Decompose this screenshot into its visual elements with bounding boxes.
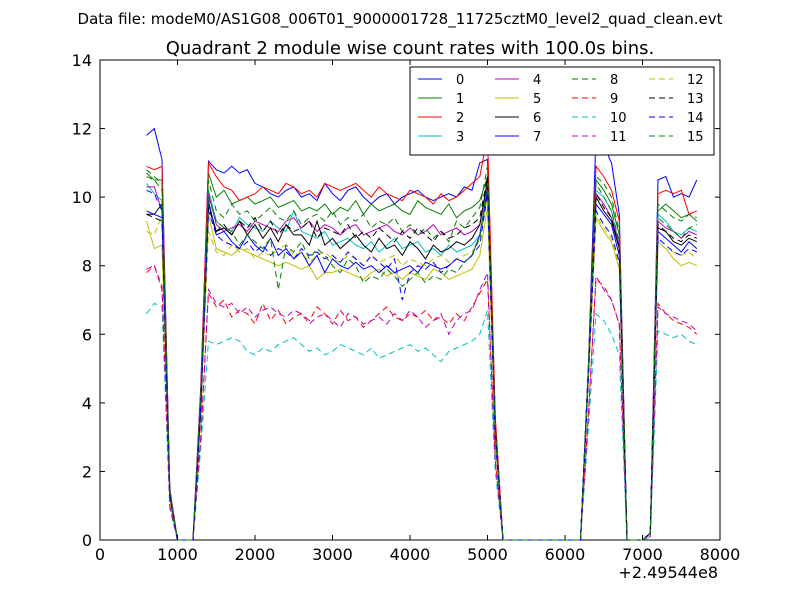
y-tick-label: 0 bbox=[82, 531, 92, 550]
legend-label-14: 14 bbox=[687, 111, 704, 126]
x-axis-offset-label: +2.49544e8 bbox=[618, 563, 718, 582]
legend-label-1: 1 bbox=[456, 92, 464, 107]
legend-label-11: 11 bbox=[610, 130, 627, 145]
x-tick-label: 3000 bbox=[312, 545, 353, 564]
x-tick-label: 0 bbox=[95, 545, 105, 564]
legend-label-7: 7 bbox=[533, 130, 541, 145]
legend-label-6: 6 bbox=[533, 111, 541, 126]
legend-label-9: 9 bbox=[610, 92, 618, 107]
legend-label-2: 2 bbox=[456, 111, 464, 126]
y-tick-label: 4 bbox=[82, 394, 92, 413]
x-tick-label: 7000 bbox=[622, 545, 663, 564]
x-tick-label: 5000 bbox=[467, 545, 508, 564]
chart-title: Quadrant 2 module wise count rates with … bbox=[166, 38, 655, 59]
y-tick-label: 8 bbox=[82, 257, 92, 276]
legend-label-13: 13 bbox=[687, 92, 704, 107]
series-line-6 bbox=[146, 179, 697, 541]
x-tick-label: 4000 bbox=[390, 545, 431, 564]
x-tick-label: 6000 bbox=[545, 545, 586, 564]
legend-label-4: 4 bbox=[533, 73, 541, 88]
legend-box bbox=[409, 66, 715, 156]
series-line-14 bbox=[146, 189, 697, 541]
figure-suptitle: Data file: modeM0/AS1G08_006T01_90000017… bbox=[78, 10, 723, 29]
y-tick-label: 14 bbox=[72, 51, 92, 70]
legend-label-10: 10 bbox=[610, 111, 627, 126]
series-line-11 bbox=[146, 265, 698, 541]
legend-label-0: 0 bbox=[456, 73, 464, 88]
legend-label-5: 5 bbox=[533, 92, 541, 107]
series-line-1 bbox=[146, 172, 698, 541]
axes-layer: 0 1000 2000 3000 4000 5000 6000 7000 80000246810… bbox=[72, 51, 741, 564]
y-tick-label: 12 bbox=[72, 120, 92, 139]
series-line-5 bbox=[146, 207, 697, 541]
y-tick-label: 6 bbox=[82, 325, 92, 344]
legend-label-15: 15 bbox=[687, 130, 704, 145]
series-line-2 bbox=[146, 135, 697, 541]
x-tick-label: 2000 bbox=[235, 545, 276, 564]
legend-label-12: 12 bbox=[687, 73, 704, 88]
series-line-12 bbox=[146, 197, 698, 541]
legend-label-3: 3 bbox=[456, 130, 464, 145]
x-tick-label: 8000 bbox=[700, 545, 741, 564]
series-line-7 bbox=[146, 190, 698, 541]
legend-label-8: 8 bbox=[610, 73, 618, 88]
y-tick-label: 2 bbox=[82, 462, 92, 481]
series-line-4 bbox=[146, 183, 698, 541]
x-tick-label: 1000 bbox=[157, 545, 198, 564]
series-line-10 bbox=[146, 302, 698, 541]
series-line-15 bbox=[146, 176, 697, 541]
series-line-13 bbox=[146, 176, 697, 541]
y-tick-label: 10 bbox=[72, 188, 92, 207]
